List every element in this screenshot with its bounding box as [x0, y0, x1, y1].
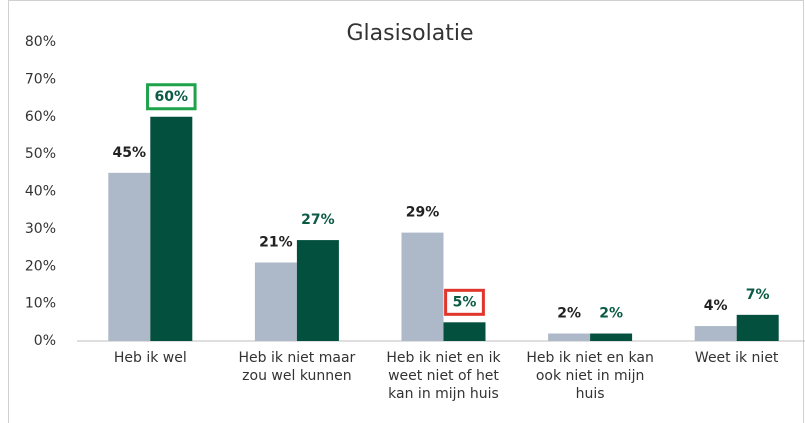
bar — [254, 262, 297, 341]
x-tick-label: Heb ik niet en ik weet niet of het kan i… — [386, 350, 501, 402]
bar — [694, 326, 737, 341]
x-tick-label: Heb ik niet maar zou wel kunnen — [238, 350, 356, 384]
chart-frame — [8, 0, 804, 423]
y-tick-label: 60% — [25, 109, 56, 125]
y-tick-label: 50% — [25, 146, 56, 162]
bar — [150, 116, 193, 341]
value-label: 2% — [557, 306, 581, 322]
bar — [443, 322, 486, 341]
y-tick-label: 80% — [25, 34, 56, 50]
chart-title: Glasisolatie — [346, 21, 473, 46]
highlight-box — [146, 83, 197, 111]
value-label: 60% — [155, 89, 189, 105]
value-label: 5% — [453, 294, 477, 310]
value-label: 27% — [301, 212, 335, 228]
value-label: 7% — [746, 287, 770, 303]
value-label: 29% — [406, 205, 440, 221]
y-tick-label: 40% — [25, 184, 56, 200]
value-label: 4% — [704, 298, 728, 314]
y-tick-label: 10% — [25, 296, 56, 312]
bar — [736, 314, 779, 341]
bar — [401, 232, 444, 341]
x-tick-label: Heb ik wel — [113, 350, 187, 366]
bar — [548, 333, 591, 341]
bar — [108, 172, 151, 341]
value-label: 45% — [113, 145, 147, 161]
bar — [590, 333, 633, 341]
y-tick-label: 30% — [25, 221, 56, 237]
bar — [296, 240, 339, 341]
x-tick-label: Weet ik niet — [694, 350, 779, 366]
y-tick-label: 70% — [25, 71, 56, 87]
value-label: 21% — [259, 235, 293, 251]
y-tick-label: 0% — [34, 333, 56, 349]
value-label: 2% — [599, 306, 623, 322]
x-tick-label: Heb ik niet en kan ook niet in mijn huis — [526, 350, 654, 402]
highlight-box — [444, 288, 485, 316]
y-tick-label: 20% — [25, 258, 56, 274]
